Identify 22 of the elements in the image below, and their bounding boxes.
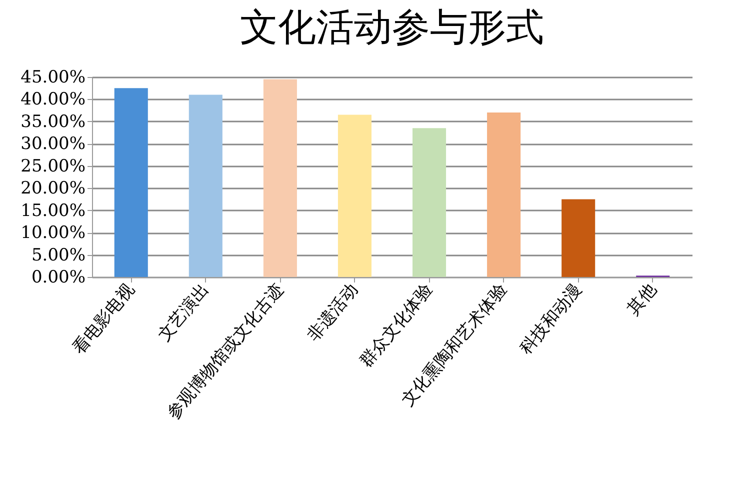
- y-tick-label: 25.00%: [20, 156, 86, 176]
- x-tick-label: 其他: [623, 280, 660, 318]
- y-tick-label: 5.00%: [31, 245, 86, 266]
- y-tick-label: 30.00%: [20, 134, 86, 154]
- y-tick-label: 45.00%: [20, 68, 86, 88]
- chart-title: 文化活动参与形式: [240, 7, 544, 49]
- y-tick-label: 10.00%: [20, 223, 86, 244]
- y-tick-label: 40.00%: [20, 90, 86, 110]
- bar: [487, 112, 521, 277]
- x-tick-label: 科技和动漫: [516, 280, 586, 358]
- x-tick-label: 文艺演出: [154, 280, 213, 344]
- y-tick-label: 20.00%: [20, 178, 86, 199]
- bar: [412, 128, 446, 277]
- bar: [188, 94, 222, 277]
- bar: [338, 114, 372, 277]
- bar: [263, 79, 297, 277]
- y-tick-label: 0.00%: [31, 268, 86, 288]
- y-tick-label: 35.00%: [20, 112, 86, 132]
- bar: [114, 88, 148, 277]
- y-tick-label: 15.00%: [20, 200, 86, 221]
- x-tick-label: 非遗活动: [303, 280, 362, 344]
- bar: [562, 199, 596, 277]
